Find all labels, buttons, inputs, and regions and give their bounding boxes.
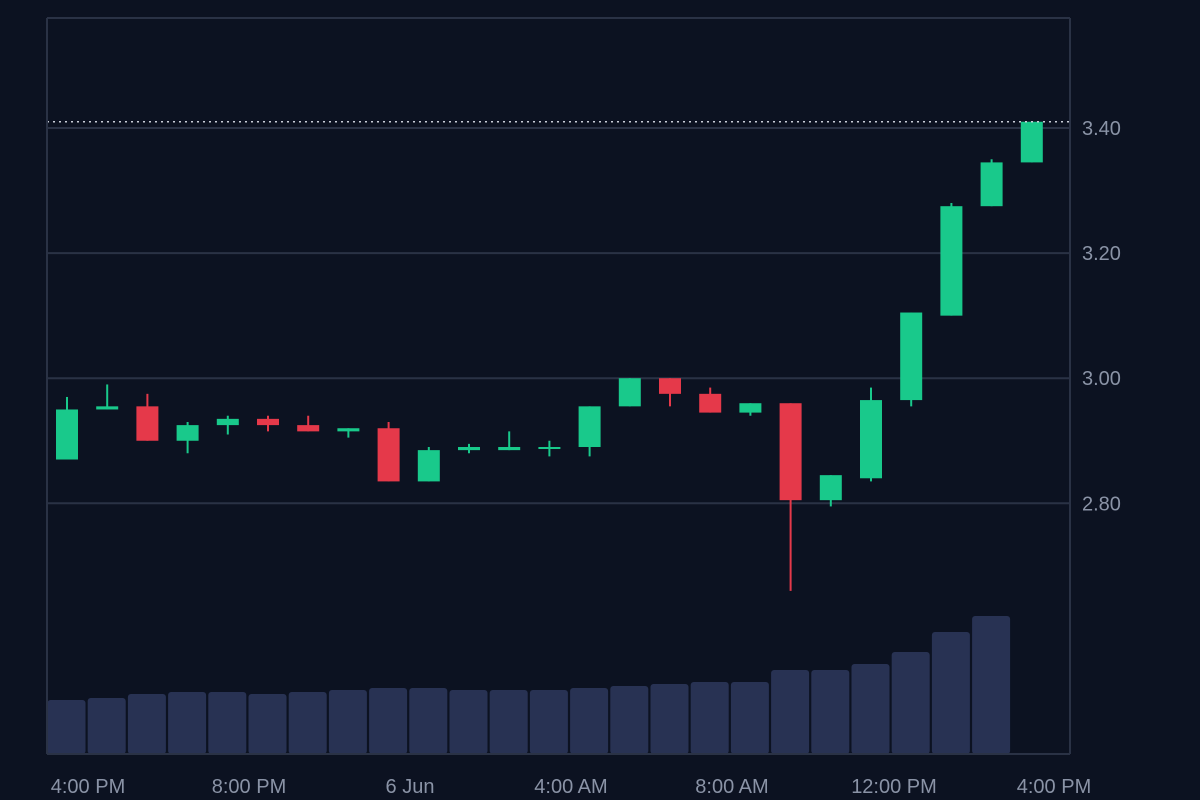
candle-20	[860, 387, 882, 482]
volume-bar-15	[650, 684, 689, 754]
candle-24	[1020, 121, 1043, 163]
grid-lines	[47, 127, 1070, 505]
candle-body-23	[980, 162, 1003, 207]
candle-21	[900, 312, 923, 407]
candle-body-24	[1020, 121, 1043, 163]
candle-11	[498, 431, 521, 451]
volume-bar-14	[610, 686, 649, 754]
time-axis: 4:00 PM 8:00 PM 6 Jun 4:00 AM 8:00 AM 12:00 P…	[51, 776, 1091, 798]
candle-1	[96, 384, 119, 410]
volume-bar-4	[208, 692, 247, 754]
candle-body-3	[176, 425, 199, 441]
price-tick-label-0: 3.40	[1082, 118, 1121, 140]
candle-body-14	[618, 378, 641, 407]
volume-bar-5	[248, 694, 287, 754]
volume-bar-8	[369, 688, 408, 754]
volume-bar-13	[570, 688, 609, 754]
candle-body-22	[940, 206, 963, 316]
price-tick-label-3: 2.80	[1082, 493, 1121, 515]
candle-16	[699, 387, 722, 413]
candle-0	[56, 396, 78, 460]
volume-bar-16	[690, 682, 729, 754]
volume-bar-20	[851, 664, 890, 754]
candle-body-19	[819, 475, 842, 501]
candle-13	[578, 406, 601, 457]
price-axis: 3.40 3.20 3.00 2.80	[1082, 118, 1121, 515]
candles	[56, 121, 1043, 591]
volume-bar-19	[811, 670, 850, 754]
candle-4	[216, 415, 239, 435]
volume-bar-9	[409, 688, 448, 754]
candle-body-20	[860, 400, 882, 479]
candle-body-21	[900, 312, 923, 401]
candle-body-12	[538, 447, 561, 450]
volume-bar-18	[771, 670, 810, 754]
candle-18	[779, 403, 802, 591]
candle-body-11	[498, 447, 521, 451]
candle-body-5	[257, 418, 279, 426]
time-tick-label-0: 4:00 PM	[51, 776, 125, 798]
candle-body-1	[96, 406, 119, 410]
candle-body-2	[136, 406, 159, 441]
volume-bar-11	[489, 690, 528, 754]
time-tick-label-1: 8:00 PM	[212, 776, 286, 798]
volume-bar-0	[47, 700, 86, 754]
volume-bar-7	[328, 690, 367, 754]
volume-bar-12	[529, 690, 568, 754]
candle-14	[618, 378, 641, 407]
candle-body-15	[659, 378, 681, 394]
candle-body-0	[56, 409, 78, 460]
plot-frame	[46, 17, 1071, 755]
time-tick-label-4: 8:00 AM	[695, 776, 768, 798]
volume-bars	[47, 616, 1011, 754]
candle-body-18	[779, 403, 802, 501]
volume-bar-1	[87, 698, 126, 754]
candle-7	[337, 428, 360, 438]
volume-bar-22	[931, 632, 970, 754]
candle-body-6	[297, 425, 320, 432]
candle-17	[739, 403, 762, 416]
candle-body-9	[417, 450, 440, 482]
time-tick-label-5: 12:00 PM	[851, 776, 937, 798]
volume-bar-21	[891, 652, 930, 754]
candle-body-16	[699, 393, 722, 413]
price-tick-label-1: 3.20	[1082, 243, 1121, 265]
volume-bar-3	[168, 692, 207, 754]
candle-5	[257, 415, 279, 432]
candle-body-10	[458, 447, 480, 451]
candle-body-8	[377, 428, 400, 482]
candle-3	[176, 421, 199, 454]
volume-bar-23	[972, 616, 1011, 754]
candle-10	[458, 443, 480, 454]
candle-8	[377, 421, 400, 482]
candle-body-4	[216, 418, 239, 426]
volume-bar-17	[730, 682, 769, 754]
candle-body-7	[337, 428, 360, 432]
candle-15	[659, 378, 681, 407]
time-tick-label-3: 4:00 AM	[534, 776, 607, 798]
candle-23	[980, 159, 1003, 207]
time-tick-label-2: 6 Jun	[386, 776, 435, 798]
candle-body-13	[578, 406, 601, 448]
candle-9	[417, 447, 440, 482]
volume-bar-10	[449, 690, 488, 754]
price-tick-label-2: 3.00	[1082, 368, 1121, 390]
candle-body-17	[739, 403, 762, 413]
volume-bar-2	[127, 694, 166, 754]
candle-2	[136, 393, 159, 441]
candle-19	[819, 475, 842, 507]
candle-12	[538, 440, 561, 457]
candle-22	[940, 203, 963, 316]
candle-6	[297, 415, 320, 432]
time-tick-label-6: 4:00 PM	[1017, 776, 1091, 798]
volume-bar-6	[288, 692, 327, 754]
